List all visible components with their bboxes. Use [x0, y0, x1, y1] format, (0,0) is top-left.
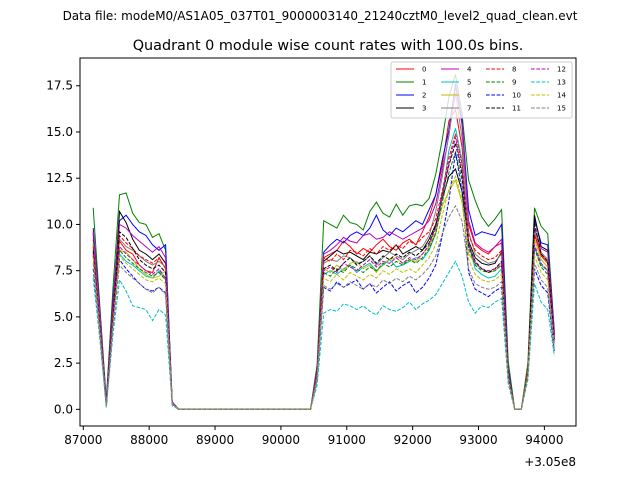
y-tick-label: 17.5 [46, 79, 73, 93]
x-tick-label: 94000 [525, 433, 563, 447]
legend-label-3: 3 [422, 105, 426, 113]
legend-label-9: 9 [512, 79, 516, 87]
x-axis-offset-label: +3.05e8 [524, 455, 576, 469]
legend-label-11: 11 [512, 105, 521, 113]
x-tick-label: 90000 [262, 433, 300, 447]
legend-box [390, 61, 573, 119]
legend-label-12: 12 [557, 66, 566, 74]
y-tick-label: 7.5 [54, 264, 73, 278]
legend-label-0: 0 [422, 66, 426, 74]
figure-suptitle: Data file: modeM0/AS1A05_037T01_90000031… [63, 9, 578, 23]
x-tick-label: 88000 [130, 433, 168, 447]
x-tick-label: 87000 [64, 433, 102, 447]
y-tick-label: 12.5 [46, 171, 73, 185]
legend-label-6: 6 [467, 92, 472, 100]
legend-label-8: 8 [512, 66, 516, 74]
legend-label-14: 14 [557, 92, 566, 100]
legend-label-13: 13 [557, 79, 566, 87]
axes-frame [79, 57, 577, 427]
y-axis: 0.0 2.5 5.0 7.5 10.0 12.5 15.0 17.5 [46, 79, 80, 416]
chart-title: Quadrant 0 module wise count rates with … [133, 38, 524, 54]
series-layer [92, 74, 555, 410]
x-tick-label: 93000 [459, 433, 497, 447]
legend-label-4: 4 [467, 66, 472, 74]
legend-label-7: 7 [467, 105, 471, 113]
x-tick-label: 91000 [328, 433, 366, 447]
legend-label-10: 10 [512, 92, 521, 100]
y-tick-label: 2.5 [54, 356, 73, 370]
legend-label-5: 5 [467, 79, 471, 87]
x-tick-label: 92000 [394, 433, 432, 447]
legend-label-15: 15 [557, 105, 566, 113]
legend-label-1: 1 [422, 79, 426, 87]
x-axis: 87000 88000 89000 90000 91000 92000 93000 94000 [64, 426, 563, 447]
y-tick-label: 5.0 [54, 310, 73, 324]
legend-label-2: 2 [422, 92, 426, 100]
series-line-11 [92, 142, 555, 410]
x-tick-label: 89000 [196, 433, 234, 447]
y-tick-label: 0.0 [54, 402, 73, 416]
y-tick-label: 10.0 [46, 217, 73, 231]
series-line-13 [92, 260, 555, 410]
y-tick-label: 15.0 [46, 125, 73, 139]
series-line-15 [92, 204, 555, 410]
